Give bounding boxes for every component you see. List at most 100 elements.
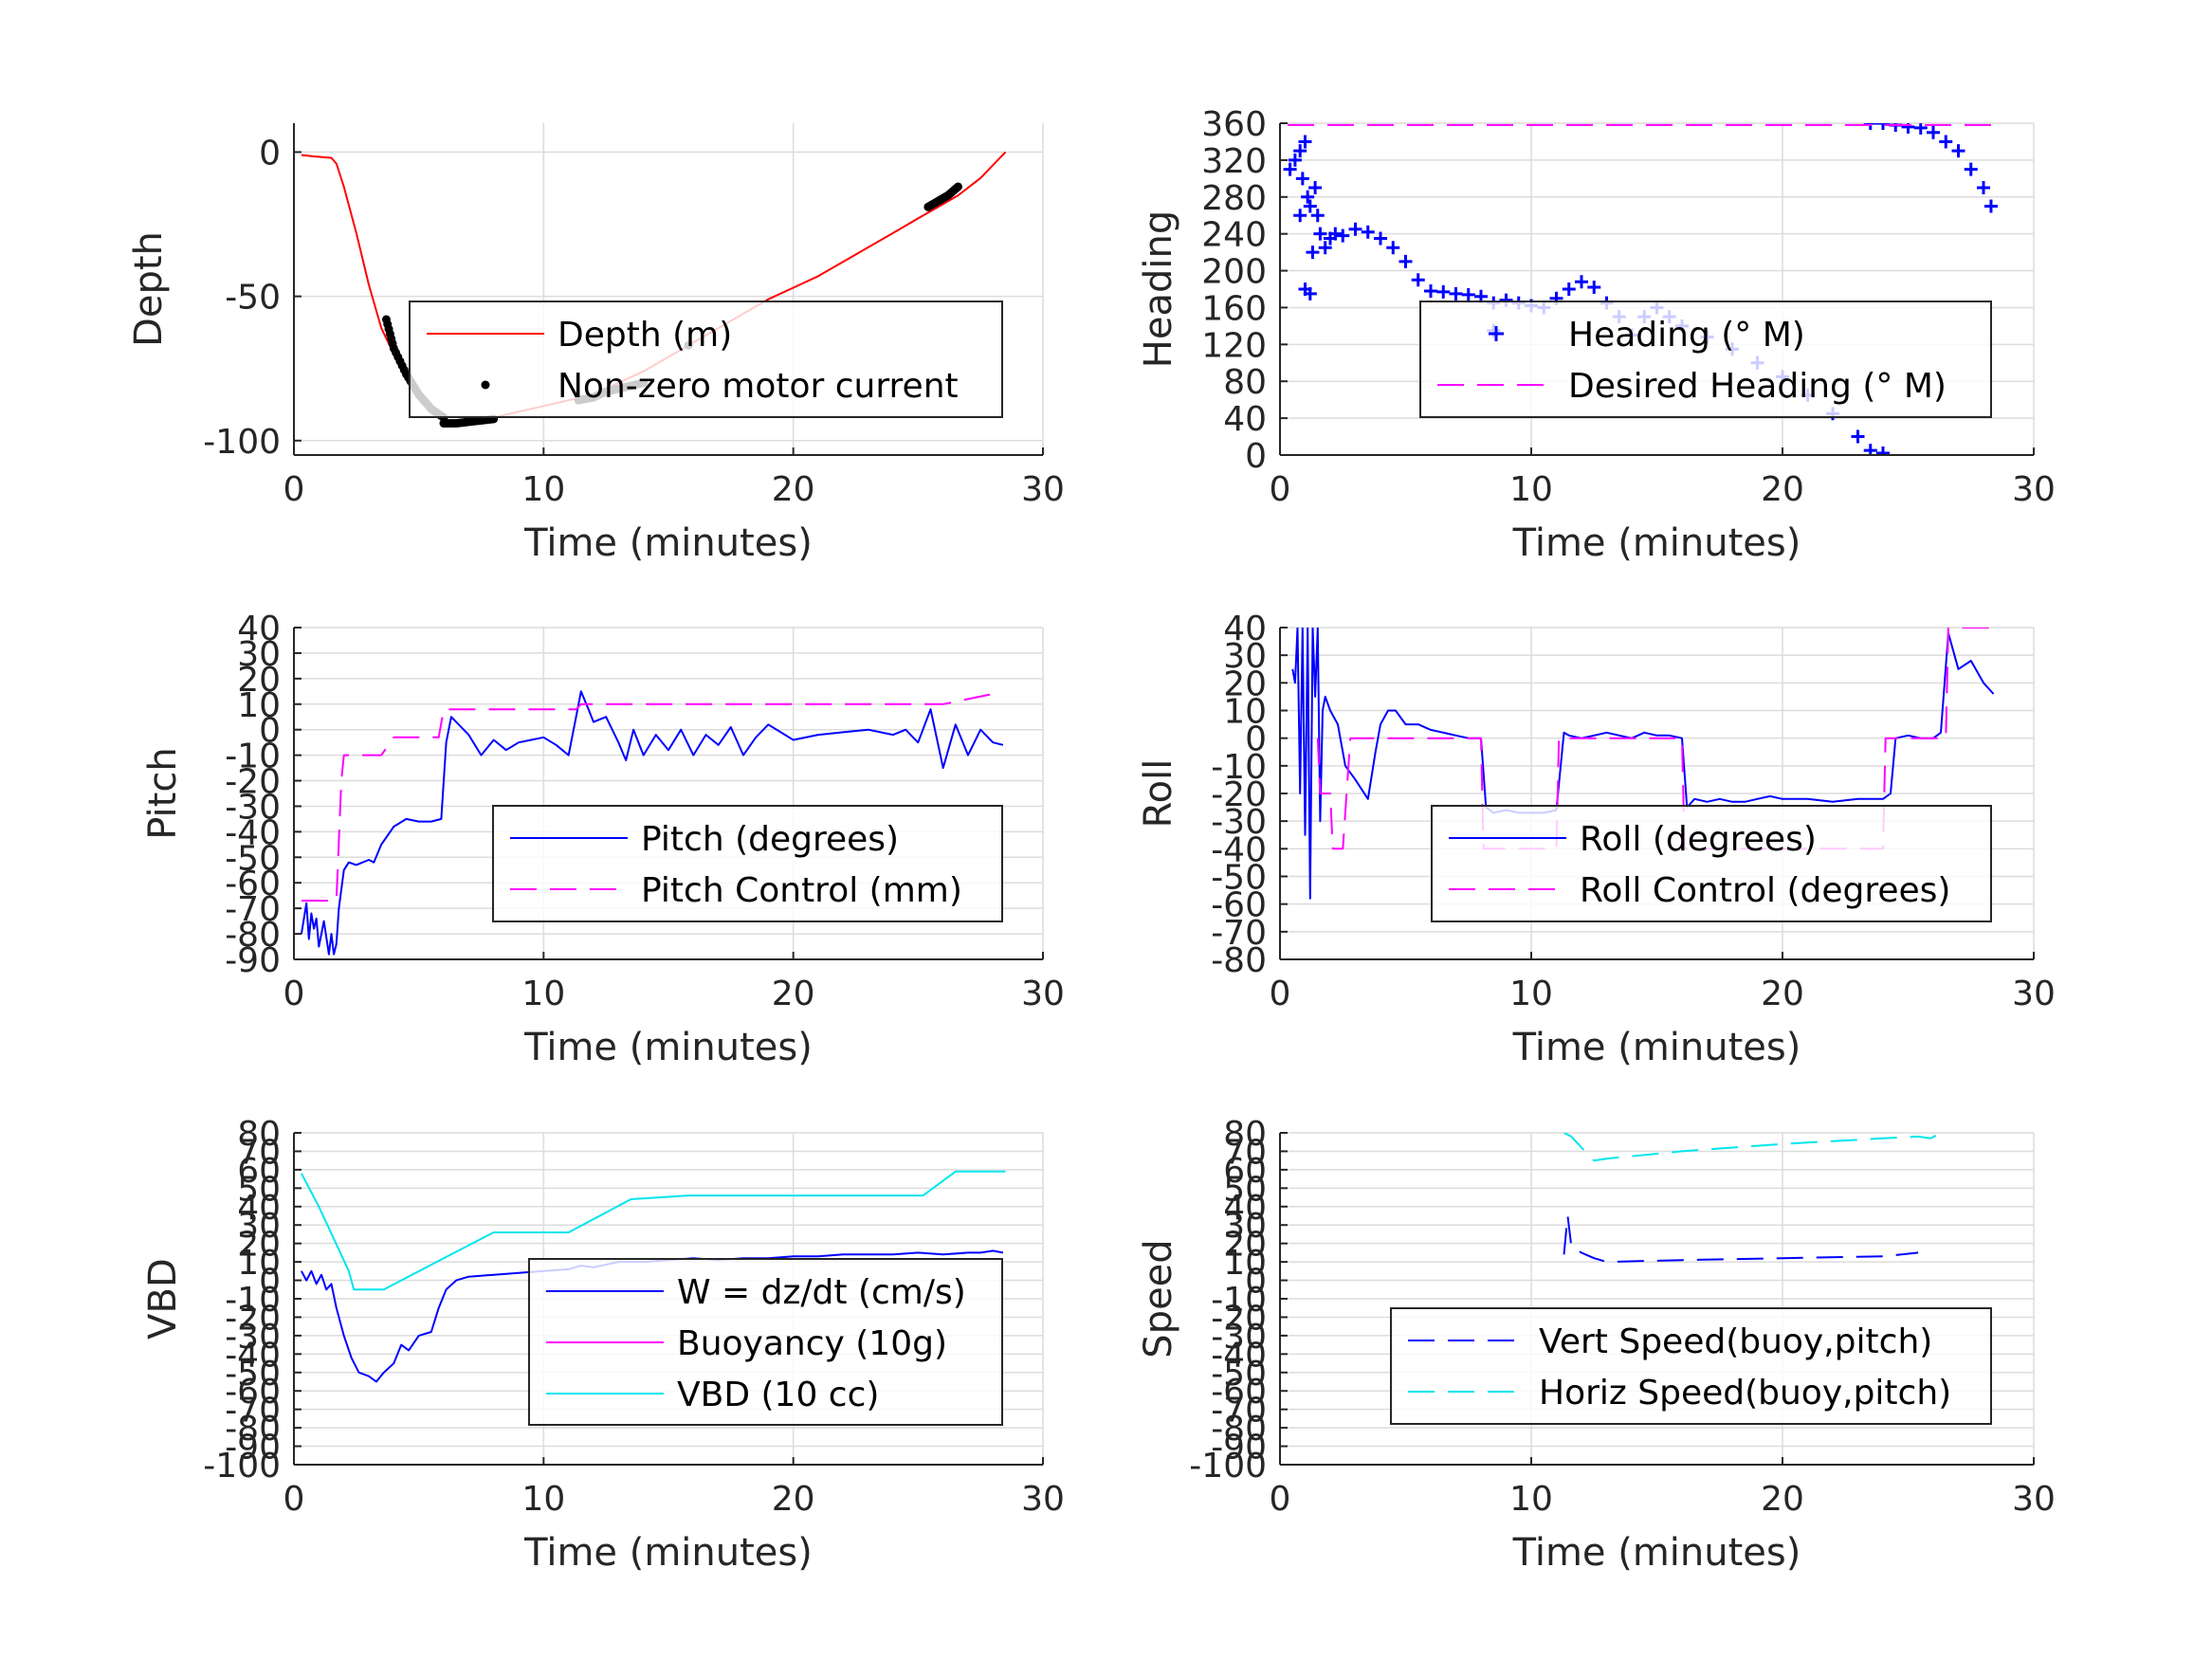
legend-box [1419, 301, 1992, 418]
legend: Pitch (degrees) Pitch Control (mm) [492, 805, 1003, 922]
data-point [1927, 125, 1940, 139]
legend-label: Roll (degrees) [1580, 820, 1817, 859]
y-tick-label: 360 [1201, 105, 1267, 144]
data-point [1328, 227, 1343, 241]
x-tick-label: 20 [772, 470, 815, 509]
y-tick-label: -80 [1211, 941, 1267, 980]
legend-label: Non-zero motor current [558, 367, 959, 406]
data-point [1288, 153, 1302, 167]
data-point [1939, 135, 1953, 149]
y-tick-label: -70 [225, 890, 281, 929]
series-line-vbd-1 [301, 1170, 1006, 1291]
y-tick-label: -60 [1211, 1373, 1267, 1412]
x-tick-label: 0 [283, 470, 305, 509]
legend-label: Depth (m) [558, 316, 732, 355]
y-tick-label: -90 [225, 1429, 281, 1468]
x-tick-label: 10 [1509, 1480, 1553, 1519]
y-tick-label: 10 [1223, 693, 1267, 732]
y-tick-label: 80 [1223, 363, 1267, 402]
data-point [1411, 273, 1425, 287]
legend: Depth (m) Non-zero motor current [409, 301, 1003, 418]
series-group [301, 1170, 1006, 1383]
y-tick-label: -10 [1211, 748, 1267, 787]
x-tick-label: 30 [2012, 1480, 2056, 1519]
series-group [300, 690, 1004, 956]
y-tick-label: 30 [237, 1207, 281, 1246]
data-point [1303, 199, 1317, 213]
y-tick-label: 20 [1223, 665, 1267, 703]
y-tick-label: 50 [1223, 1170, 1267, 1209]
y-tick-label: 10 [1223, 1244, 1267, 1283]
x-tick-label: 30 [1021, 1480, 1065, 1519]
x-tick-label: 30 [2012, 975, 2056, 1013]
data-point [1901, 123, 1915, 134]
chart-roll: 0 10 20 30-80-70-60-50-40-30-20-10010203040… [1137, 610, 2056, 1069]
series-line-speed-0 [1563, 1214, 1919, 1264]
y-tick-label: 40 [237, 1189, 281, 1228]
data-point [1293, 144, 1307, 158]
y-tick-label: -40 [225, 1336, 281, 1375]
data-point [1386, 241, 1400, 255]
data-point [1876, 447, 1890, 455]
y-tick-label: 20 [237, 661, 281, 700]
y-tick-label: -40 [225, 813, 281, 852]
data-point [1303, 286, 1317, 301]
y-tick-label: 70 [237, 1133, 281, 1172]
data-point [1575, 275, 1588, 289]
y-tick-label: -60 [225, 1373, 281, 1412]
series-line-speed-1 [1563, 1133, 1942, 1162]
y-tick-label: -30 [1211, 1318, 1267, 1357]
data-point [1318, 241, 1332, 255]
x-tick-label: 20 [772, 1480, 815, 1519]
y-tick-label: 60 [237, 1152, 281, 1191]
x-tick-label: 30 [2012, 470, 2056, 509]
y-axis-label: Pitch [141, 747, 185, 839]
legend-box [409, 301, 1003, 418]
y-tick-label: 30 [1223, 637, 1267, 676]
y-tick-label: 70 [1223, 1133, 1267, 1172]
y-tick-label: -100 [203, 423, 281, 462]
x-tick-label: 10 [521, 1480, 565, 1519]
data-point [1863, 123, 1877, 130]
y-tick-label: -70 [1211, 1392, 1267, 1431]
y-tick-label: -90 [225, 941, 281, 980]
y-tick-label: -80 [1211, 1410, 1267, 1449]
x-tick-label: 30 [1021, 975, 1065, 1013]
data-point [1913, 123, 1928, 135]
x-axis-label: Time (minutes) [523, 1531, 813, 1575]
y-tick-label: -10 [225, 738, 281, 776]
y-tick-label: 20 [1223, 1226, 1267, 1265]
legend-label: Pitch Control (mm) [641, 871, 962, 910]
x-tick-label: 10 [521, 975, 565, 1013]
data-point [1298, 135, 1312, 149]
x-axis-label: Time (minutes) [1512, 1531, 1801, 1575]
legend-label: VBD (10 cc) [677, 1376, 879, 1414]
y-tick-label: 40 [1223, 610, 1267, 648]
x-tick-label: 10 [1509, 975, 1553, 1013]
data-point [1424, 283, 1437, 298]
data-point [1306, 246, 1320, 260]
legend-label: Heading (° M) [1568, 316, 1805, 355]
y-tick-label: 0 [1245, 720, 1267, 759]
legend-label: Buoyancy (10g) [677, 1324, 947, 1363]
y-axis-label: Roll [1137, 759, 1180, 829]
y-tick-label: -80 [225, 1410, 281, 1449]
y-tick-label: -20 [1211, 1299, 1267, 1338]
x-tick-label: 20 [772, 975, 815, 1013]
x-axis-label: Time (minutes) [1512, 521, 1801, 565]
y-tick-label: -50 [1211, 859, 1267, 898]
x-axis-label: Time (minutes) [523, 1026, 813, 1069]
y-tick-label: -90 [1211, 1429, 1267, 1468]
y-tick-label: -60 [1211, 886, 1267, 925]
chart-vbd: 0 10 20 30-100-90-80-70-60-50-40-30-20-1001… [141, 1115, 1065, 1575]
data-point [1361, 225, 1375, 239]
y-tick-label: -100 [1189, 1447, 1267, 1486]
y-tick-label: -40 [1211, 830, 1267, 869]
legend-swatch [481, 380, 490, 390]
y-tick-label: 320 [1201, 142, 1267, 181]
data-point [1461, 287, 1475, 301]
legend: W = dz/dt (cm/s) Buoyancy (10g) VBD (10 cc… [528, 1258, 1003, 1426]
data-point [1851, 429, 1865, 444]
